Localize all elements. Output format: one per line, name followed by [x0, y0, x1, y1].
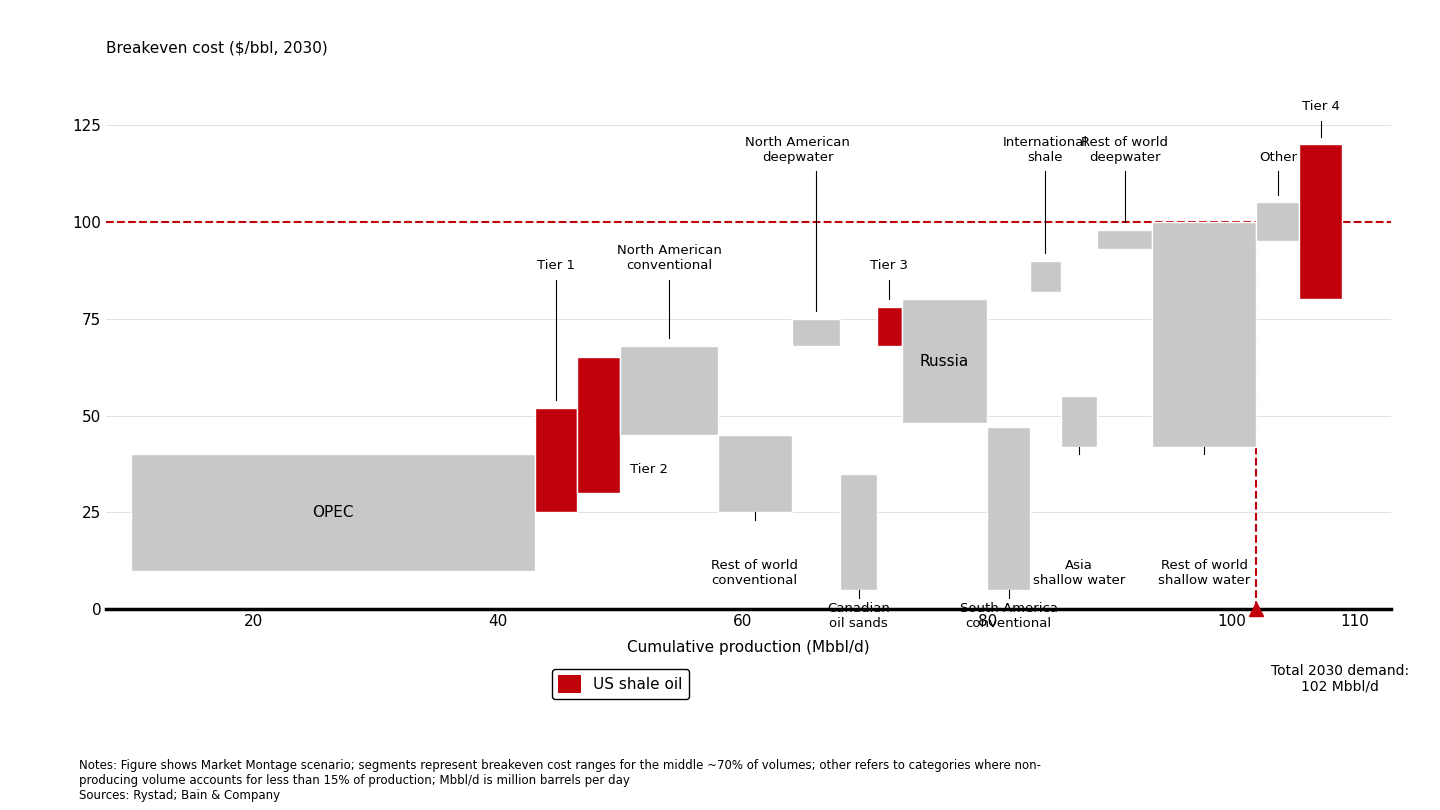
Text: Total 2030 demand:
102 Mbbl/d: Total 2030 demand: 102 Mbbl/d: [1272, 663, 1410, 694]
Text: Rest of world
deepwater: Rest of world deepwater: [1081, 135, 1168, 164]
Text: Canadian
oil sands: Canadian oil sands: [828, 602, 890, 629]
Bar: [1030, 261, 1061, 292]
Text: Rest of world
shallow water: Rest of world shallow water: [1158, 559, 1250, 587]
Text: Other: Other: [1259, 151, 1297, 164]
Text: North American
conventional: North American conventional: [616, 244, 721, 272]
Bar: [877, 307, 901, 346]
Bar: [131, 454, 534, 570]
Bar: [1152, 222, 1257, 446]
Bar: [1097, 229, 1152, 249]
Text: Notes: Figure shows Market Montage scenario; segments represent breakeven cost r: Notes: Figure shows Market Montage scena…: [79, 759, 1041, 802]
Bar: [901, 300, 988, 424]
Text: Breakeven cost ($/bbl, 2030): Breakeven cost ($/bbl, 2030): [107, 41, 328, 56]
Text: OPEC: OPEC: [312, 505, 353, 520]
Bar: [1061, 396, 1097, 446]
Bar: [841, 474, 877, 590]
Bar: [792, 318, 841, 346]
Text: Rest of world
conventional: Rest of world conventional: [711, 559, 798, 587]
Text: Russia: Russia: [920, 354, 969, 369]
Bar: [719, 435, 792, 513]
Bar: [577, 357, 621, 493]
Text: International
shale: International shale: [1002, 135, 1089, 164]
Text: South America
conventional: South America conventional: [959, 602, 1058, 629]
Text: Tier 4: Tier 4: [1302, 100, 1339, 113]
Legend: US shale oil: US shale oil: [552, 668, 688, 699]
Bar: [534, 408, 577, 513]
Bar: [621, 346, 719, 435]
Text: Tier 1: Tier 1: [537, 259, 575, 272]
Text: Tier 3: Tier 3: [870, 259, 909, 272]
Bar: [988, 427, 1030, 590]
Bar: [1299, 144, 1342, 300]
Text: Tier 2: Tier 2: [631, 463, 668, 476]
X-axis label: Cumulative production (Mbbl/d): Cumulative production (Mbbl/d): [628, 641, 870, 655]
Bar: [1257, 202, 1299, 241]
Text: Asia
shallow water: Asia shallow water: [1032, 559, 1125, 587]
Text: North American
deepwater: North American deepwater: [744, 135, 850, 164]
